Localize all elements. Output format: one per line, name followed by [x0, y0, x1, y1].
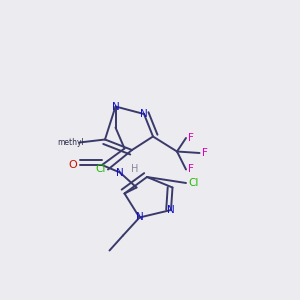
Text: N: N [112, 101, 119, 112]
Text: N: N [116, 167, 124, 178]
Text: Cl: Cl [95, 164, 106, 175]
Text: F: F [188, 133, 194, 143]
Text: H: H [131, 164, 138, 174]
Text: O: O [68, 160, 77, 170]
Text: N: N [136, 212, 143, 223]
Text: N: N [167, 205, 175, 215]
Text: F: F [202, 148, 208, 158]
Text: Cl: Cl [188, 178, 199, 188]
Text: F: F [188, 164, 194, 175]
Text: N: N [140, 109, 148, 119]
Text: methyl: methyl [57, 138, 84, 147]
